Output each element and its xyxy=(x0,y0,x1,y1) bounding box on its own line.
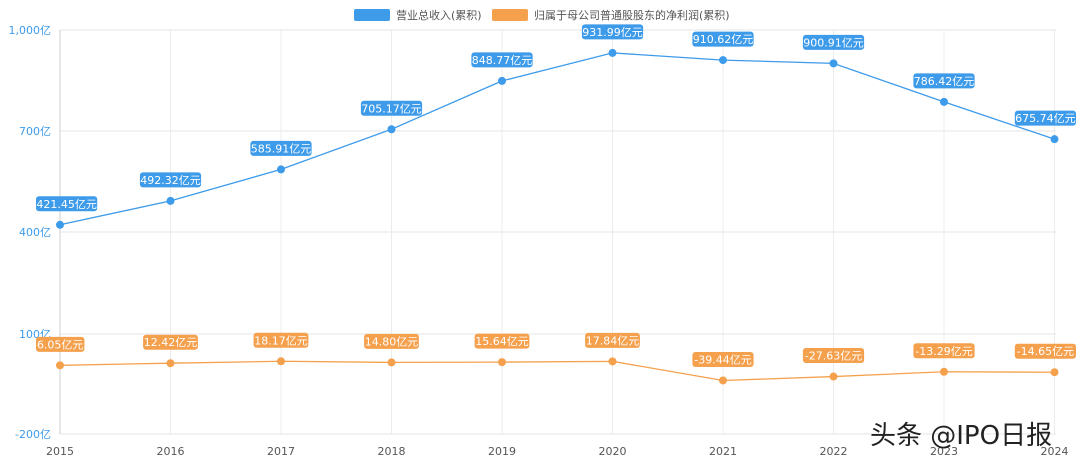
data-label-bg xyxy=(802,34,865,50)
data-label-bg xyxy=(1014,110,1076,126)
data-label-bg xyxy=(802,348,865,364)
data-point xyxy=(387,125,396,134)
series-1: 421.45亿元 492.32亿元 585.91亿元 705.17亿元 848.77亿元… xyxy=(36,24,1076,229)
x-tick-label: 2018 xyxy=(378,445,406,458)
data-point xyxy=(387,358,396,367)
data-label-bg xyxy=(360,100,423,116)
legend-label-2: 归属于母公司普通股股东的净利润(累积) xyxy=(534,8,730,22)
data-point xyxy=(1050,368,1059,377)
legend-swatch-1 xyxy=(354,9,390,21)
data-point xyxy=(166,196,175,205)
x-tick-label: 2023 xyxy=(930,445,958,458)
x-tick-label: 2019 xyxy=(488,445,516,458)
data-label-bg xyxy=(139,172,202,188)
data-label: 15.64亿元 xyxy=(475,335,529,348)
data-label: 585.91亿元 xyxy=(251,142,312,155)
x-tick-label: 2024 xyxy=(1041,445,1069,458)
data-point xyxy=(56,361,64,370)
data-point xyxy=(940,367,948,376)
data-label-bg xyxy=(1014,343,1076,359)
data-label: 931.99亿元 xyxy=(582,26,643,39)
data-point xyxy=(166,359,175,368)
x-tick-label: 2020 xyxy=(599,445,627,458)
data-point xyxy=(277,357,285,366)
data-label-bg xyxy=(585,332,640,348)
legend: 营业总收入(累积) 归属于母公司普通股股东的净利润(累积) xyxy=(354,8,730,22)
x-tick-label: 2022 xyxy=(820,445,848,458)
y-tick-label: 1,000亿 xyxy=(9,24,52,37)
data-label: 848.77亿元 xyxy=(472,54,533,67)
data-point xyxy=(608,48,617,57)
data-label: 675.74亿元 xyxy=(1015,112,1076,125)
series-layer: 421.45亿元 492.32亿元 585.91亿元 705.17亿元 848.77亿元… xyxy=(36,24,1076,385)
data-point xyxy=(498,358,506,367)
legend-label-1: 营业总收入(累积) xyxy=(396,8,482,22)
data-label-bg xyxy=(692,31,754,47)
data-label-bg xyxy=(250,140,312,156)
data-label: 786.42亿元 xyxy=(914,75,975,88)
data-label: -14.65亿元 xyxy=(1017,345,1074,358)
data-label-bg xyxy=(364,333,419,349)
data-label-bg xyxy=(471,52,533,68)
watermark: 头条 @IPO日报 xyxy=(870,421,1052,451)
x-tick-label: 2017 xyxy=(267,445,295,458)
data-point xyxy=(1050,135,1059,144)
data-point xyxy=(498,76,506,85)
data-label-bg xyxy=(474,333,530,349)
data-label: -13.29亿元 xyxy=(915,345,972,358)
data-label-bg xyxy=(253,332,309,348)
data-label-bg xyxy=(692,351,754,367)
data-label-bg xyxy=(143,334,198,350)
data-label: 14.80亿元 xyxy=(365,335,419,348)
data-label: 421.45亿元 xyxy=(36,198,97,211)
data-label: -27.63亿元 xyxy=(805,350,862,363)
data-point xyxy=(940,97,948,106)
data-label: 900.91亿元 xyxy=(803,36,864,49)
legend-swatch-2 xyxy=(492,9,528,21)
x-tick-label: 2015 xyxy=(46,445,74,458)
x-tick-label: 2016 xyxy=(157,445,185,458)
data-label: 18.17亿元 xyxy=(254,334,308,347)
data-label: 705.17亿元 xyxy=(361,102,422,115)
data-point xyxy=(56,220,64,229)
y-tick-label: 400亿 xyxy=(19,226,51,239)
data-point xyxy=(719,56,727,65)
data-label: 492.32亿元 xyxy=(140,174,201,187)
data-label: 910.62亿元 xyxy=(693,33,754,46)
series-line xyxy=(59,52,1055,226)
data-label-bg xyxy=(913,343,975,359)
data-point xyxy=(277,165,285,174)
series-2: 6.05亿元 12.42亿元 18.17亿元 14.80亿元 15.64亿元 17.84亿… xyxy=(36,332,1076,385)
data-label-bg xyxy=(913,73,975,89)
data-label: 17.84亿元 xyxy=(586,334,640,347)
data-label: -39.44亿元 xyxy=(694,353,751,366)
data-point xyxy=(829,59,838,68)
y-tick-label: -200亿 xyxy=(15,428,51,441)
data-label-bg xyxy=(36,336,85,352)
x-tick-label: 2021 xyxy=(709,445,737,458)
data-point xyxy=(719,376,727,385)
series-line xyxy=(59,360,1055,382)
data-label-bg xyxy=(581,24,644,40)
data-label-bg xyxy=(36,196,98,212)
data-label: 6.05亿元 xyxy=(37,338,84,351)
data-point xyxy=(829,372,838,381)
data-label: 12.42亿元 xyxy=(144,336,198,349)
data-point xyxy=(608,357,617,366)
y-tick-label: 700亿 xyxy=(19,125,51,138)
